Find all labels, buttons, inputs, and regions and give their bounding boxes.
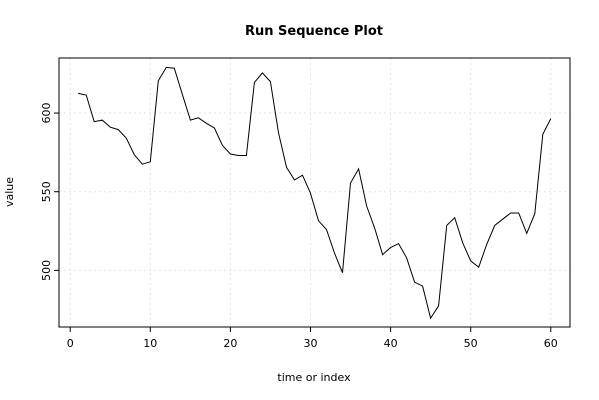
- data-point: [93, 121, 95, 123]
- data-point: [117, 129, 119, 131]
- plot-frame: [58, 57, 571, 328]
- data-point: [230, 153, 232, 155]
- data-point: [398, 243, 400, 245]
- data-point: [390, 247, 392, 249]
- y-tick-label: 550: [40, 181, 53, 202]
- data-point: [254, 82, 256, 84]
- data-point: [206, 122, 208, 124]
- x-tick-label: 50: [464, 337, 478, 350]
- data-point: [446, 225, 448, 227]
- data-point: [462, 242, 464, 244]
- data-point: [374, 227, 376, 229]
- data-point: [278, 132, 280, 134]
- y-tick-label: 500: [40, 260, 53, 281]
- x-tick-label: 20: [223, 337, 237, 350]
- data-point: [430, 318, 432, 320]
- data-point: [454, 217, 456, 219]
- data-point: [141, 163, 143, 165]
- data-point: [406, 257, 408, 259]
- data-point: [438, 305, 440, 307]
- data-point: [270, 81, 272, 83]
- data-point: [310, 192, 312, 194]
- data-point: [366, 205, 368, 207]
- data-point: [542, 133, 544, 135]
- data-point: [174, 67, 176, 69]
- data-point: [478, 266, 480, 268]
- data-point: [125, 137, 127, 139]
- data-point: [214, 127, 216, 129]
- data-point: [470, 260, 472, 262]
- data-point: [494, 225, 496, 227]
- data-point: [294, 179, 296, 181]
- data-point: [182, 93, 184, 95]
- data-point: [77, 93, 79, 95]
- data-point: [422, 285, 424, 287]
- data-point: [358, 168, 360, 170]
- data-point: [342, 272, 344, 274]
- x-tick-label: 30: [303, 337, 317, 350]
- axis-layer: 0 10 20 30 40 50 60 500 550 600: [40, 103, 558, 350]
- data-point: [101, 119, 103, 121]
- data-point: [414, 281, 416, 283]
- data-point: [518, 212, 520, 214]
- data-point: [382, 254, 384, 256]
- data-point: [286, 167, 288, 169]
- y-axis-label: value: [3, 177, 16, 207]
- data-point: [326, 229, 328, 231]
- series-line: [78, 66, 552, 320]
- data-point: [302, 174, 304, 176]
- data-point: [190, 119, 192, 121]
- data-point: [550, 118, 552, 120]
- data-point: [510, 212, 512, 214]
- x-tick-label: 60: [544, 337, 558, 350]
- x-tick-label: 40: [384, 337, 398, 350]
- chart-title: Run Sequence Plot: [245, 24, 383, 39]
- data-point: [85, 94, 87, 96]
- data-point: [246, 155, 248, 157]
- data-point: [222, 145, 224, 147]
- data-point: [350, 182, 352, 184]
- data-point: [150, 161, 152, 163]
- x-tick-label: 0: [67, 337, 74, 350]
- data-point: [526, 233, 528, 235]
- y-tick-label: 600: [40, 103, 53, 124]
- data-point: [166, 67, 168, 69]
- data-point: [262, 72, 264, 74]
- data-point: [109, 126, 111, 128]
- data-point: [486, 244, 488, 246]
- data-point: [238, 155, 240, 157]
- data-point: [133, 154, 135, 156]
- data-point: [318, 220, 320, 222]
- data-point: [534, 213, 536, 215]
- x-axis-label: time or index: [277, 371, 351, 384]
- data-point: [502, 218, 504, 220]
- x-tick-label: 10: [143, 337, 157, 350]
- point-layer: [77, 67, 551, 320]
- grid-layer: [59, 58, 570, 327]
- data-point: [198, 117, 200, 119]
- data-point: [334, 252, 336, 254]
- data-point: [158, 80, 160, 82]
